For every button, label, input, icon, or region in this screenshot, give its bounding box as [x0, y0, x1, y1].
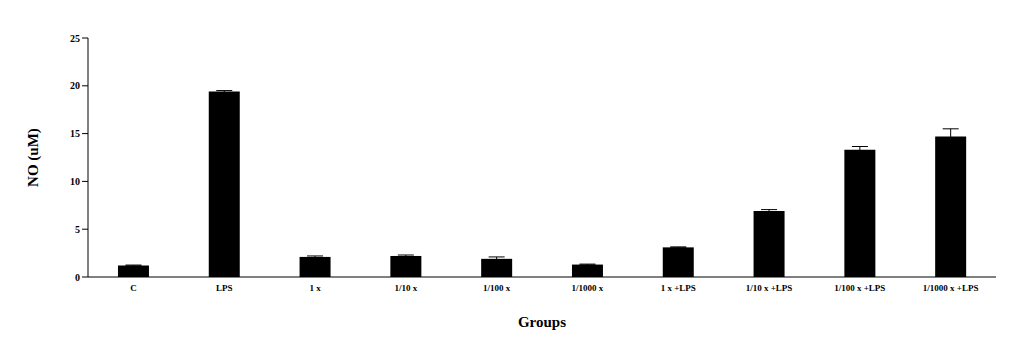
svg-text:1 x: 1 x	[309, 283, 321, 293]
svg-text:15: 15	[70, 128, 80, 139]
svg-text:0: 0	[75, 272, 80, 283]
svg-text:1/100 x +LPS: 1/100 x +LPS	[834, 283, 885, 293]
svg-text:25: 25	[70, 33, 80, 44]
svg-text:20: 20	[70, 80, 80, 91]
svg-text:1/100 x: 1/100 x	[483, 283, 511, 293]
svg-text:1 x +LPS: 1 x +LPS	[661, 283, 696, 293]
svg-text:NO (uM): NO (uM)	[25, 128, 42, 187]
svg-text:1/1000 x: 1/1000 x	[572, 283, 604, 293]
svg-text:LPS: LPS	[216, 283, 233, 293]
svg-text:10: 10	[70, 176, 80, 187]
svg-text:C: C	[130, 283, 137, 293]
svg-text:1/10 x +LPS: 1/10 x +LPS	[746, 283, 793, 293]
svg-text:Groups: Groups	[518, 314, 566, 330]
svg-text:1/1000 x +LPS: 1/1000 x +LPS	[923, 283, 979, 293]
svg-text:5: 5	[75, 224, 80, 235]
svg-text:1/10 x: 1/10 x	[394, 283, 417, 293]
